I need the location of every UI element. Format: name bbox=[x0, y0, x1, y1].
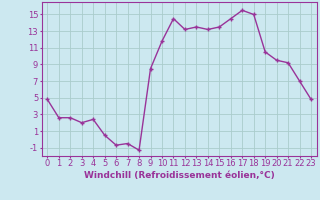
X-axis label: Windchill (Refroidissement éolien,°C): Windchill (Refroidissement éolien,°C) bbox=[84, 171, 275, 180]
